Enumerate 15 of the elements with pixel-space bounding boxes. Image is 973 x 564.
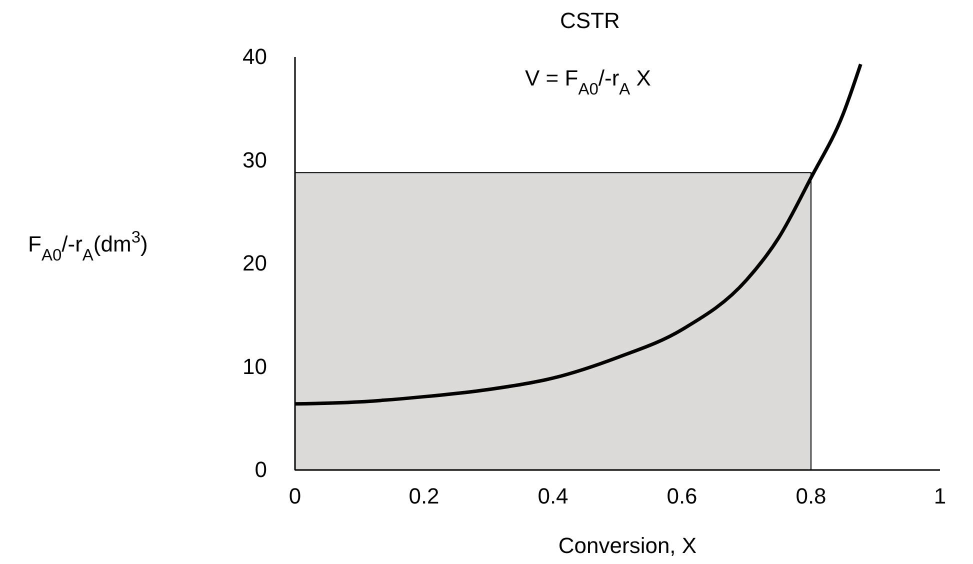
y-tick-label: 40 — [242, 44, 267, 70]
y-tick-label: 10 — [242, 354, 267, 379]
y-axis-title: F$_{A0}$/-r$_{A}$(dm$^{3}$) — [28, 228, 148, 265]
annotation: V = F$_{A0}$/-r$_{A}$ X — [525, 66, 652, 99]
x-tick-label: 0.4 — [538, 484, 568, 509]
y-tick-label: 0 — [254, 457, 267, 482]
x-tick-label: 0.6 — [666, 484, 698, 509]
x-tick-label: 0 — [288, 484, 302, 509]
chart-title: CSTR — [560, 8, 620, 33]
y-tick-label: 20 — [242, 250, 267, 276]
x-tick-label: 0.8 — [796, 484, 826, 509]
y-tick-label: 30 — [242, 147, 267, 172]
x-tick-label: 0.2 — [408, 484, 440, 509]
x-axis-title: Conversion, X — [558, 533, 697, 558]
x-tick-label: 1 — [934, 484, 946, 509]
